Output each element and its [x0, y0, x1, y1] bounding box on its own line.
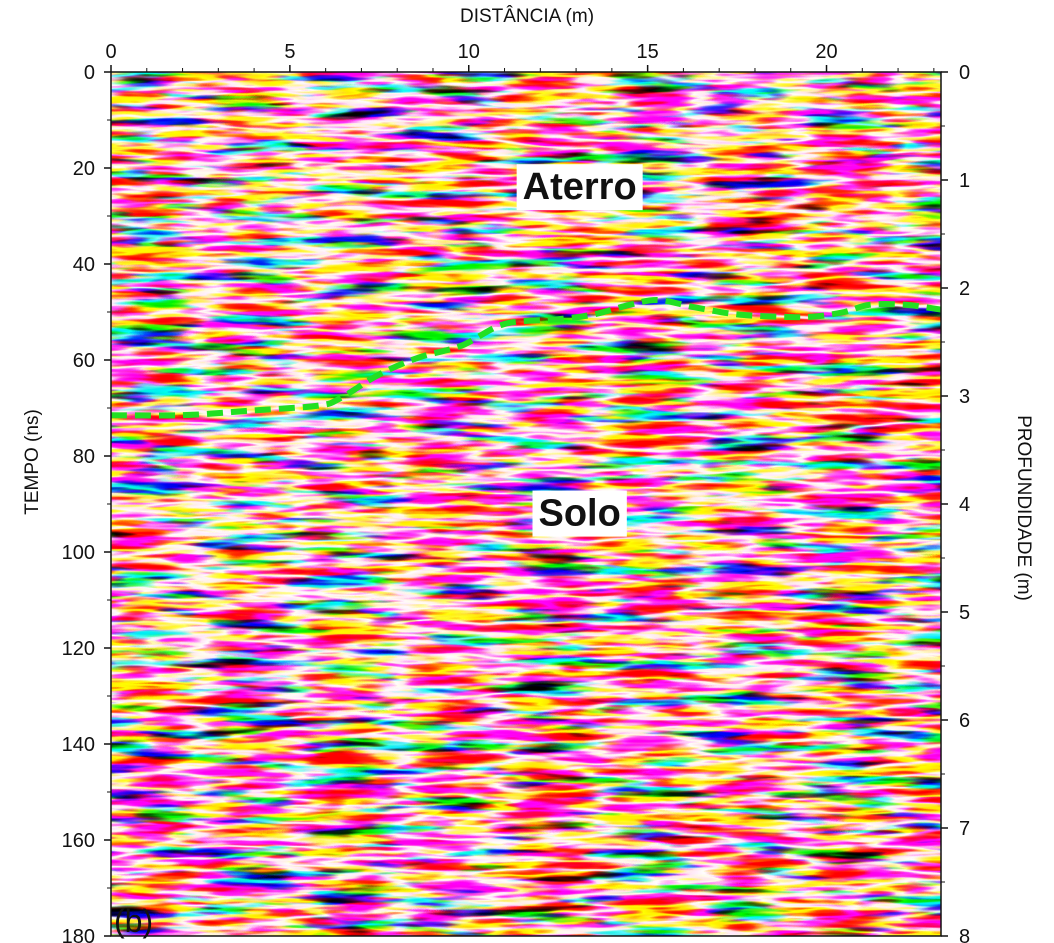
y-right-tick-label: 5: [959, 602, 970, 624]
annotation-background: [516, 164, 643, 211]
y-axis-left-title: TEMPO (ns): [22, 409, 43, 515]
y-right-tick-label: 3: [959, 386, 970, 408]
y-right-tick-label: 8: [959, 926, 970, 943]
x-axis: 0 5 10 15 20: [105, 41, 935, 72]
annotation-solo: Solo: [532, 490, 627, 537]
annotation-background: [532, 490, 627, 537]
y-left-tick-label: 20: [73, 158, 95, 180]
y-right-tick-label: 4: [959, 494, 970, 516]
radargram-image: [111, 72, 941, 936]
y-right-tick-label: 6: [959, 710, 970, 732]
annotation-label: Solo: [538, 493, 620, 535]
x-tick-label: 15: [637, 41, 659, 63]
y-left-tick-label: 120: [62, 638, 95, 660]
y-left-tick-label: 0: [84, 62, 95, 84]
y-left-tick-label: 180: [62, 926, 95, 943]
panel-label: (b): [114, 903, 153, 939]
y-right-tick-label: 2: [959, 278, 970, 300]
x-tick-label: 10: [458, 41, 480, 63]
y-axis-right: 0 1 2 3 4 5 6 7 8: [941, 62, 970, 943]
annotations: Aterro Solo: [516, 164, 643, 537]
y-axis-left: 0 20 40 60 80 100 120 140 160 180: [62, 62, 111, 943]
y-right-tick-label: 1: [959, 170, 970, 192]
x-axis-title: DISTÂNCIA (m): [460, 5, 594, 27]
y-right-tick-label: 0: [959, 62, 970, 84]
interface-line: [110, 296, 942, 419]
y-left-tick-label: 60: [73, 350, 95, 372]
x-tick-label: 5: [284, 41, 295, 63]
y-left-tick-label: 160: [62, 830, 95, 852]
y-right-tick-label: 7: [959, 818, 970, 840]
radargram-plot-area: [111, 72, 941, 936]
x-tick-label: 0: [105, 41, 116, 63]
y-left-tick-label: 140: [62, 734, 95, 756]
y-left-tick-label: 100: [62, 542, 95, 564]
y-axis-right-title: PROFUNDIDADE (m): [1013, 415, 1034, 601]
y-left-tick-label: 40: [73, 254, 95, 276]
y-left-tick-label: 80: [73, 446, 95, 468]
x-tick-label: 20: [815, 41, 837, 63]
annotation-label: Aterro: [523, 166, 637, 208]
annotation-aterro: Aterro: [516, 164, 643, 211]
